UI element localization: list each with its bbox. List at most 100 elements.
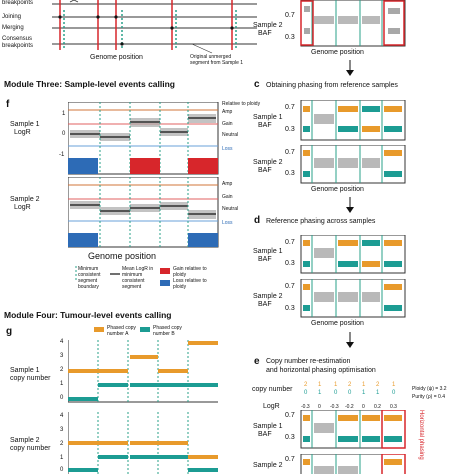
f-legend-minimum: Minimum consistent segment boundary <box>78 266 101 290</box>
panel-e-title-line2: and horizontal phasing optimisation <box>266 367 376 374</box>
f-loss-label: Loss <box>222 146 233 152</box>
unmerged-note-line2: segment from Sample 1 <box>190 60 244 66</box>
d-sample1-label: Sample 1 <box>253 248 283 255</box>
e-cn-top-1: 2 <box>304 382 308 388</box>
e-ploidy: Ploidy (ψ) = 3.2 <box>412 386 447 392</box>
module-four-title: Module Four: Tumour-level events calling <box>4 310 172 320</box>
f-genome-position: Genome position <box>88 251 157 261</box>
e-logr-5: 0 <box>362 404 365 410</box>
rt-baf-label: BAF <box>258 30 272 37</box>
f2-gain-label: Gain <box>222 194 233 200</box>
d-genome-position: Genome position <box>311 320 364 327</box>
g1-ytick-4: 4 <box>60 339 64 345</box>
panel-g-letter: g <box>6 326 13 337</box>
f-s1-ytick-0: 0 <box>62 131 66 137</box>
f-legend-marks <box>75 266 170 286</box>
f-sample1-label: Sample 1 <box>10 121 40 128</box>
f-sample2-label: Sample 2 <box>10 196 40 203</box>
e-cn-bot-3: 0 <box>334 390 338 396</box>
e-horizontal-phasing-label: Horizontal phasing <box>418 410 424 460</box>
e-sample2-baf-plot <box>300 454 406 474</box>
e-s2-tick-07: 0.7 <box>285 456 295 463</box>
e-logr-label: LogR <box>263 403 280 410</box>
g1-ytick-1: 1 <box>60 381 64 387</box>
g-legend-marks <box>94 327 150 332</box>
c-baf2-label: BAF <box>258 167 272 174</box>
c-sample2-baf-plot <box>300 145 406 184</box>
c-s1-tick-07: 0.7 <box>285 104 295 111</box>
g2-ytick-0: 0 <box>60 467 64 473</box>
e-cn-top-2: 1 <box>318 382 322 388</box>
c-s2-tick-07: 0.7 <box>285 149 295 156</box>
f-sample2-logr-plot <box>68 177 219 248</box>
module-three-title: Module Three: Sample-level events callin… <box>4 79 175 89</box>
f-gain-label: Gain <box>222 121 233 127</box>
g-sample1-copy-number-plot <box>68 340 218 403</box>
panel-c-title: Obtaining phasing from reference samples <box>266 82 398 89</box>
g1-ytick-3: 3 <box>60 353 64 359</box>
e-cn-top-7: 1 <box>392 382 396 388</box>
g-sample2-copy-number-plot <box>68 412 218 474</box>
f-legend-gain: Gain relative to ploidy <box>173 266 207 278</box>
d-s2-tick-07: 0.7 <box>285 283 295 290</box>
arrow-down-icon-2 <box>346 197 354 213</box>
c-s1-tick-03: 0.3 <box>285 126 295 133</box>
e-s1-tick-03: 0.3 <box>285 434 295 441</box>
g2-ytick-4: 4 <box>60 413 64 419</box>
g-sample2-label: Sample 2 <box>10 437 40 444</box>
e-logr-4: -0.2 <box>345 404 354 410</box>
g2-ytick-2: 2 <box>60 441 64 447</box>
f-sample1-logr-plot <box>68 102 219 175</box>
g-sample1-label: Sample 1 <box>10 367 40 374</box>
c-genome-position: Genome position <box>311 186 364 193</box>
e-cn-bot-5: 1 <box>362 390 366 396</box>
joining-label: Joining <box>2 14 22 20</box>
c-baf1-label: BAF <box>258 122 272 129</box>
f-neutral-label: Neutral <box>222 132 239 138</box>
e-logr-6: 0.2 <box>374 404 381 410</box>
panel-c-letter: c <box>254 79 260 90</box>
e-logr-2: 0 <box>318 404 321 410</box>
f2-neutral-label: Neutral <box>222 206 239 212</box>
arrow-down-icon <box>346 60 354 76</box>
rt-tick-03: 0.3 <box>285 34 295 41</box>
f2-amp-label: Amp <box>222 181 233 187</box>
g-legend-b: Phased copy number B <box>153 325 182 337</box>
e-cn-bot-2: 1 <box>318 390 322 396</box>
e-logr-7: 0.3 <box>390 404 397 410</box>
e-cn-bot-7: 0 <box>392 390 396 396</box>
c-s2-tick-03: 0.3 <box>285 170 295 177</box>
e-sample1-baf-plot <box>300 410 406 449</box>
arrow-down-icon-3 <box>346 332 354 348</box>
e-sample1-label: Sample 1 <box>253 423 283 430</box>
breakpoints-label: breakpoints <box>2 0 34 6</box>
merging-label: Merging <box>2 25 24 31</box>
f-s1-ytick-1: 1 <box>62 111 66 117</box>
d-baf1-label: BAF <box>258 256 272 263</box>
g2-ytick-1: 1 <box>60 455 64 461</box>
d-sample2-label: Sample 2 <box>253 293 283 300</box>
rt-tick-07: 0.7 <box>285 12 295 19</box>
rt-genome-position: Genome position <box>311 49 364 56</box>
e-baf1-label: BAF <box>258 431 272 438</box>
c-sample1-label: Sample 1 <box>253 114 283 121</box>
g-legend-a: Phased copy number A <box>107 325 136 337</box>
e-cn-bot-1: 0 <box>304 390 308 396</box>
g1-ytick-0: 0 <box>60 395 64 401</box>
f-relative-label: Relative to ploidy <box>222 101 261 107</box>
e-cn-bot-6: 1 <box>376 390 380 396</box>
e-cn-top-6: 2 <box>376 382 380 388</box>
e-purity: Purity (ρ) = 0.4 <box>412 394 445 400</box>
panel-d-letter: d <box>254 215 261 226</box>
d-s2-tick-03: 0.3 <box>285 305 295 312</box>
panel-e-title-line1: Copy number re-estimation <box>266 358 351 365</box>
f-legend-loss: Loss relative to ploidy <box>173 278 207 290</box>
d-s1-tick-03: 0.3 <box>285 260 295 267</box>
e-cn-top-5: 1 <box>362 382 366 388</box>
e-cn-top-4: 2 <box>348 382 352 388</box>
c-sample2-label: Sample 2 <box>253 159 283 166</box>
breakpoint-tracks <box>52 0 257 54</box>
consensus-label: Consensus <box>2 36 33 42</box>
e-cn-top-3: 1 <box>334 382 338 388</box>
f-legend-mean: Mean LogR in minimum consistent segment <box>122 266 154 290</box>
